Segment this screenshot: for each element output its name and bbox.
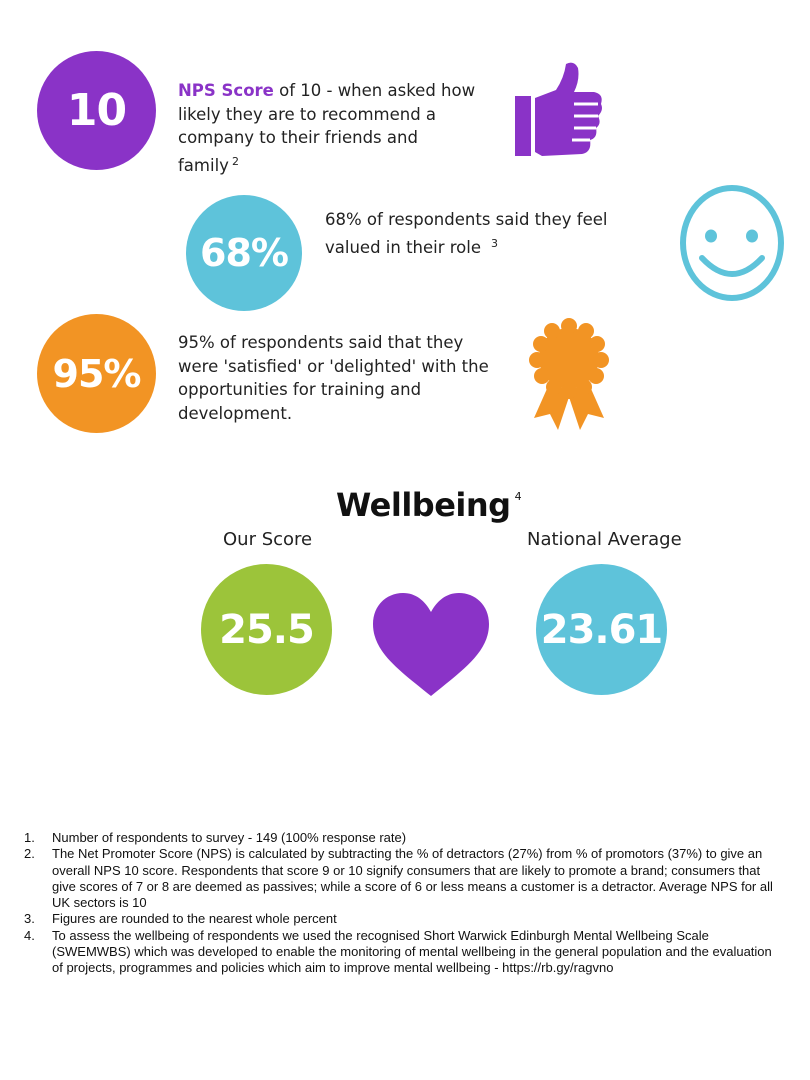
our-score-label: Our Score [223,529,313,550]
footnote-text: To assess the wellbeing of respondents w… [52,927,772,976]
rosette-award-icon [529,318,609,430]
footnote-item: 3. Figures are rounded to the nearest wh… [20,911,780,927]
national-average-label: National Average [527,529,682,550]
training-text: 95% of respondents said that they were '… [178,331,498,425]
valued-value: 68% [200,231,289,275]
wellbeing-title-text: Wellbeing [336,486,511,524]
thumbs-up-icon [515,62,602,156]
our-score-value: 25.5 [219,606,315,653]
footnote-item: 2. The Net Promoter Score (NPS) is calcu… [20,846,780,911]
footnote-number: 4. [24,927,35,943]
footnote-ref-3: 3 [491,236,499,250]
nps-score-value: 10 [66,85,127,136]
footnote-number: 1. [24,830,35,845]
nps-score-description: of 10 - when asked how likely they are t… [178,81,476,175]
our-score-circle: 25.5 [201,564,332,695]
footnote-ref-2: 2 [231,154,239,168]
footnote-ref-4: 4 [514,490,522,503]
valued-circle: 68% [186,195,302,311]
smiley-icon [680,185,784,301]
heart-icon [373,593,489,696]
footnote-item: 1. Number of respondents to survey - 149… [20,830,780,846]
footnote-text: The Net Promoter Score (NPS) is calculat… [52,846,773,911]
national-average-circle: 23.61 [536,564,667,695]
training-value: 95% [52,351,142,396]
valued-description: 68% of respondents said they feel valued… [325,210,608,257]
training-circle: 95% [37,314,156,433]
footnote-text: Figures are rounded to the nearest whole… [52,911,337,927]
training-description: 95% of respondents said that they were '… [178,333,489,423]
nps-score-circle: 10 [37,51,156,170]
footnotes-list: 1. Number of respondents to survey - 149… [20,830,780,977]
footnote-number: 3. [24,911,35,927]
footnote-item: 4. To assess the wellbeing of respondent… [20,928,780,977]
nps-score-highlight: NPS Score [178,81,274,100]
footnote-text: Number of respondents to survey - 149 (1… [52,830,407,845]
wellbeing-title: Wellbeing 4 [336,486,522,524]
valued-text: 68% of respondents said they feel valued… [325,208,665,259]
nps-score-text: NPS Score of 10 - when asked how likely … [178,79,478,177]
footnote-number: 2. [24,846,35,862]
national-average-value: 23.61 [540,606,664,653]
